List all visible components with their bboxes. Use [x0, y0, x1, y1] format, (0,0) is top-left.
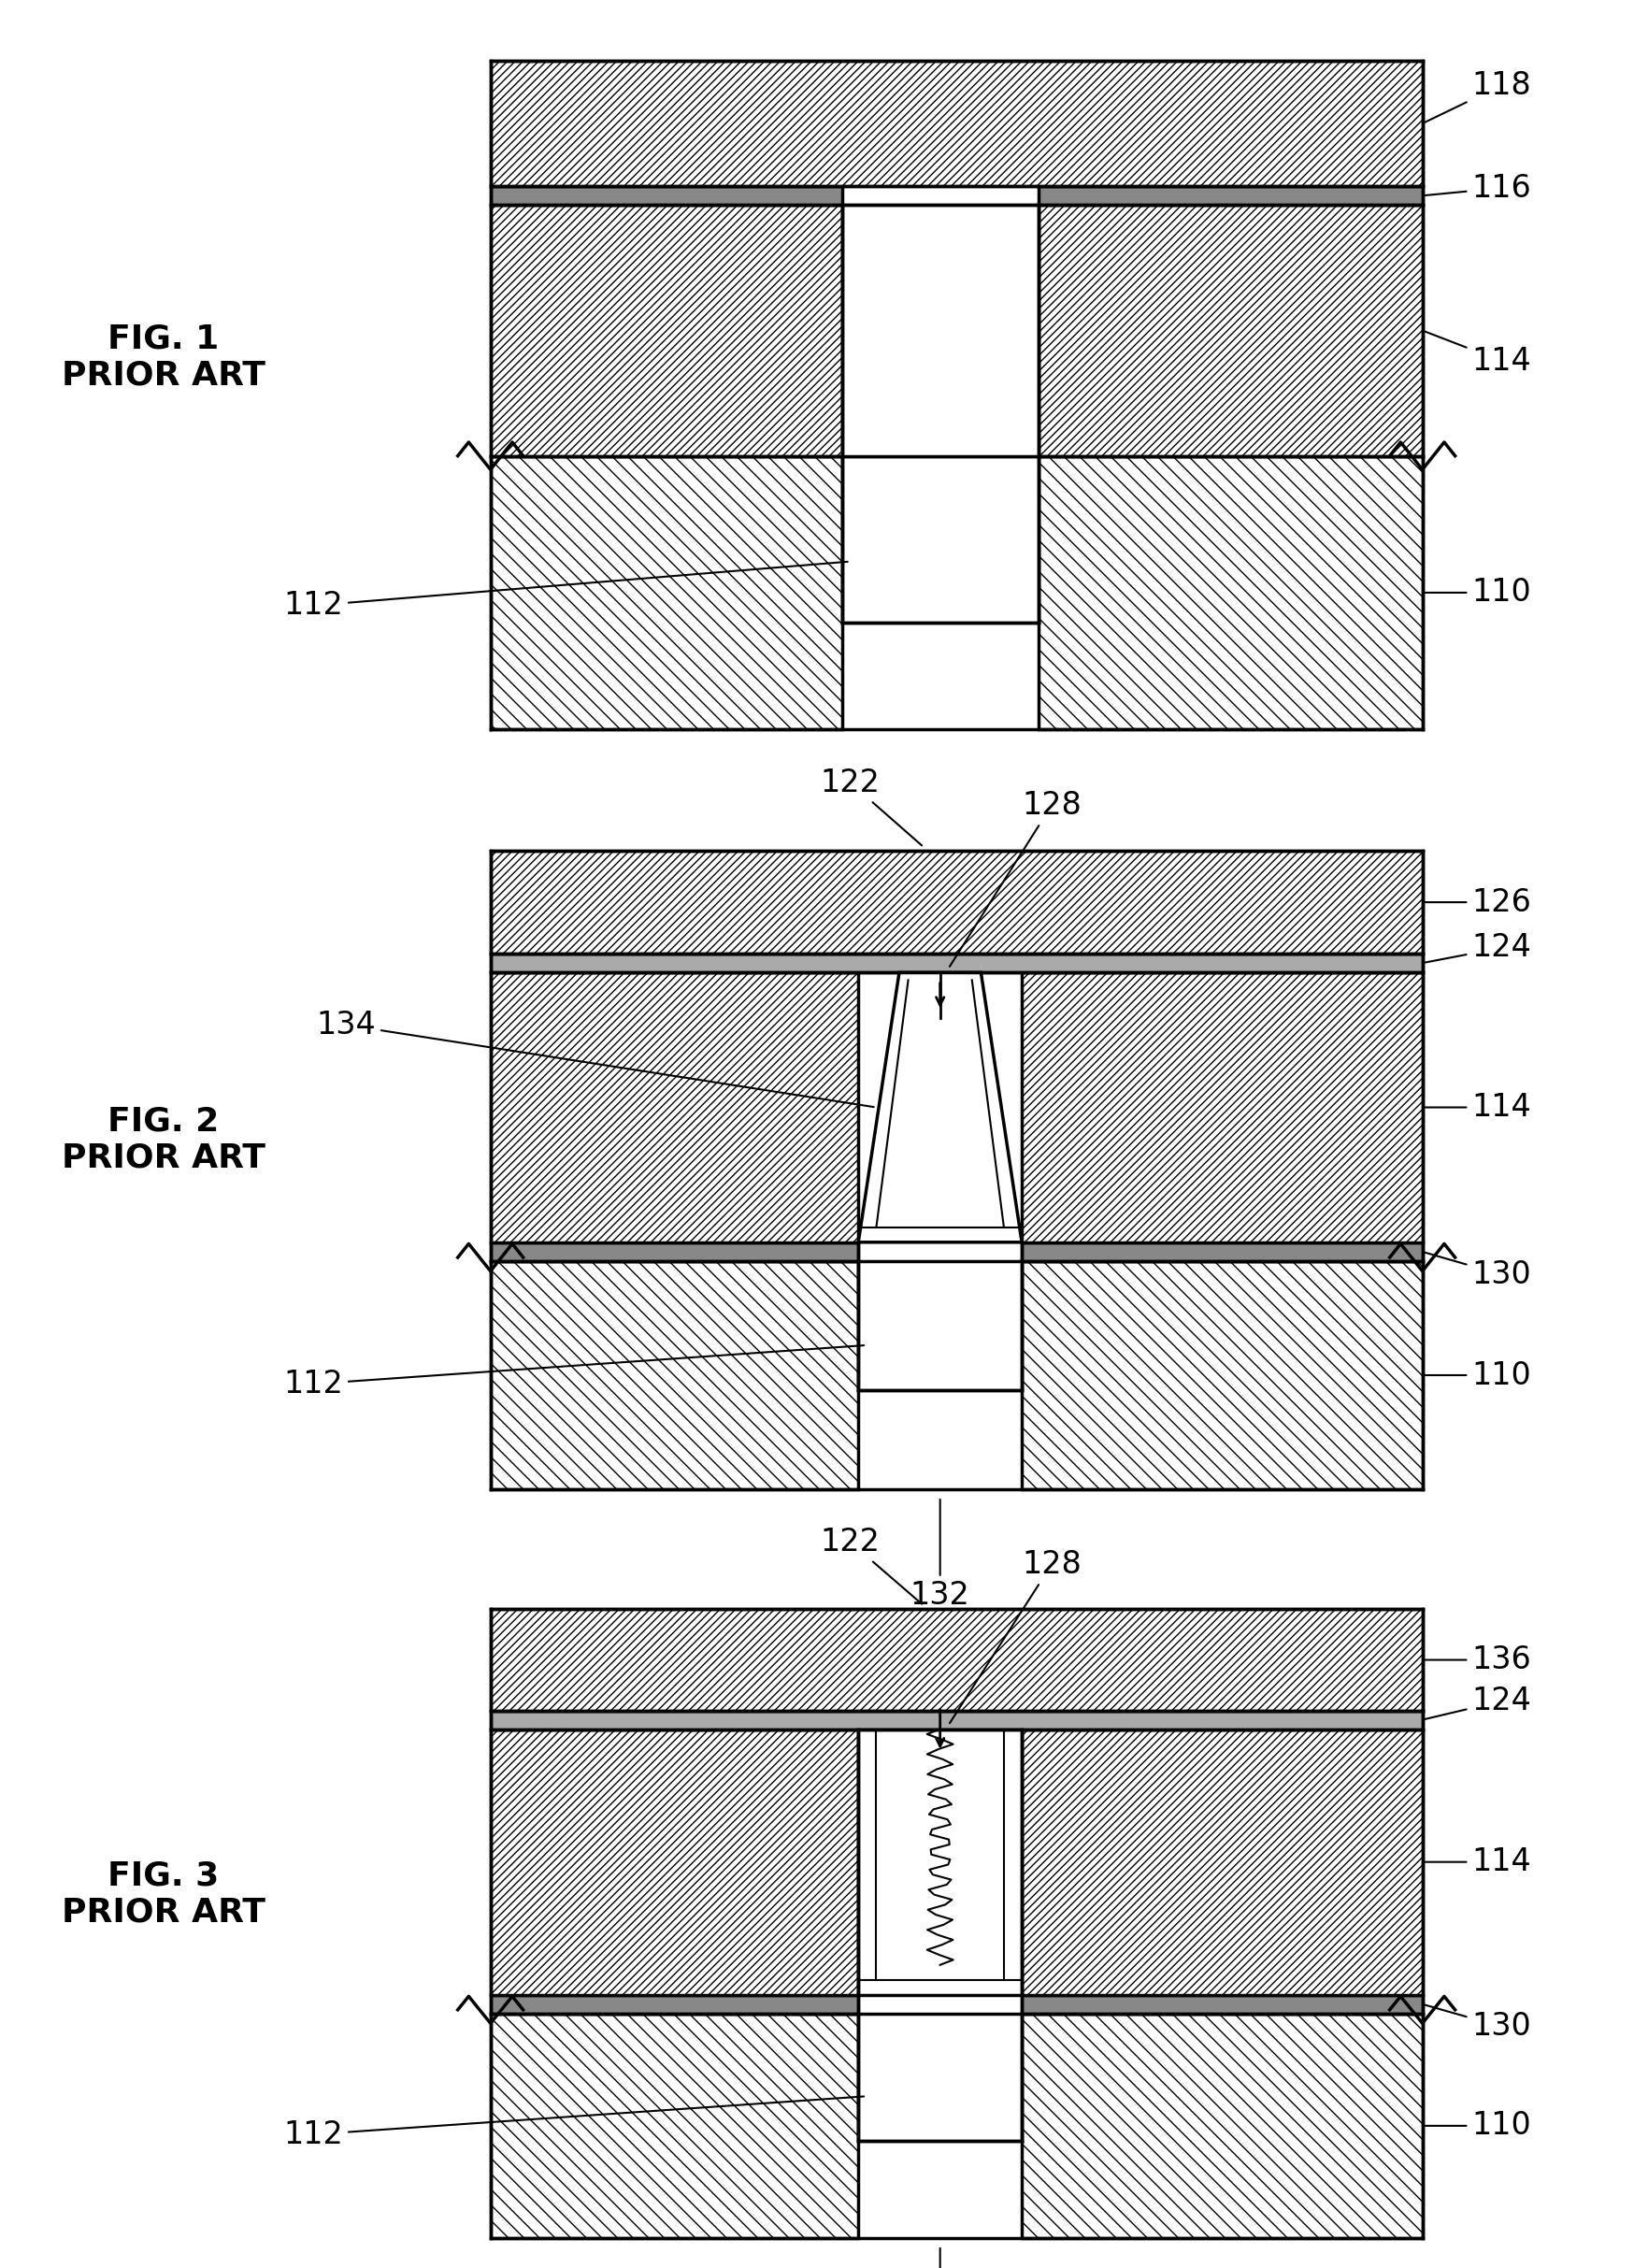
Text: 118: 118	[1423, 70, 1529, 122]
Text: 130: 130	[1425, 1252, 1529, 1290]
Text: 130: 130	[1425, 2005, 1529, 2041]
Text: 132: 132	[910, 2248, 969, 2268]
Text: 114: 114	[1423, 331, 1529, 376]
Bar	[1021, 1243, 1422, 1261]
Bar	[1038, 186, 1422, 204]
Text: 110: 110	[1425, 576, 1529, 608]
Bar	[858, 1261, 1021, 1390]
Text: 124: 124	[1425, 932, 1531, 964]
Bar	[858, 1728, 1021, 1996]
Text: 128: 128	[949, 1549, 1080, 1724]
Text: FIG. 2
PRIOR ART: FIG. 2 PRIOR ART	[62, 1105, 265, 1175]
Bar	[1038, 204, 1422, 456]
Bar	[842, 204, 1038, 456]
Bar	[490, 973, 858, 1243]
Bar	[490, 1710, 1422, 1728]
Text: 134: 134	[317, 1009, 873, 1107]
Bar	[490, 1261, 858, 1490]
Bar	[1021, 1728, 1422, 1996]
Bar	[1021, 1261, 1422, 1490]
Text: FIG. 1
PRIOR ART: FIG. 1 PRIOR ART	[62, 322, 265, 392]
Bar	[490, 2014, 858, 2239]
Text: 116: 116	[1425, 172, 1529, 204]
Text: FIG. 3
PRIOR ART: FIG. 3 PRIOR ART	[62, 1860, 265, 1928]
Polygon shape	[858, 973, 1021, 1243]
Text: 136: 136	[1425, 1644, 1529, 1676]
Bar	[858, 2014, 1021, 2141]
Bar	[842, 456, 1038, 624]
Text: 112: 112	[283, 562, 846, 621]
Text: 122: 122	[820, 767, 922, 846]
Bar	[1038, 456, 1422, 730]
Text: 122: 122	[820, 1526, 922, 1603]
Text: 112: 112	[283, 2096, 863, 2150]
Bar	[490, 204, 842, 456]
Bar	[490, 953, 1422, 973]
Text: 114: 114	[1425, 1846, 1529, 1878]
Bar	[490, 1728, 858, 1996]
Text: 110: 110	[1425, 2109, 1529, 2141]
Bar	[490, 1996, 858, 2014]
Text: 128: 128	[949, 789, 1080, 966]
Bar	[490, 186, 842, 204]
Bar	[490, 456, 842, 730]
Bar	[1021, 1996, 1422, 2014]
Bar	[490, 61, 1422, 186]
Bar	[1021, 2014, 1422, 2239]
Text: 132: 132	[910, 1499, 969, 1610]
Bar	[1021, 973, 1422, 1243]
Text: 126: 126	[1425, 887, 1531, 919]
Text: 124: 124	[1425, 1685, 1531, 1719]
Text: 114: 114	[1425, 1091, 1529, 1123]
Bar	[490, 1610, 1422, 1710]
Text: 112: 112	[283, 1345, 863, 1399]
Text: 110: 110	[1425, 1361, 1529, 1390]
Bar	[490, 850, 1422, 953]
Bar	[490, 1243, 858, 1261]
